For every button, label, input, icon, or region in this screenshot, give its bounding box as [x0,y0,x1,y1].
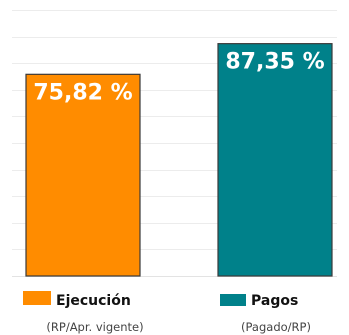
legend-label-ejecucion: Ejecución [56,293,131,309]
data-label-pagos: 87,35 % [225,50,324,75]
bar-pagos [217,43,333,277]
bars [25,43,333,277]
legend: Ejecución (RP/Apr. vigente) Pagos (Pagado/R… [23,291,311,334]
legend-sublabel-ejecucion: (RP/Apr. vigente) [46,320,143,334]
data-labels: 75,82 % 87,35 % [33,50,324,106]
legend-swatch-ejecucion [23,291,51,305]
legend-label-pagos: Pagos [251,293,298,309]
bar-ejecucion [25,73,141,277]
legend-swatch-pagos [220,294,246,306]
data-label-ejecucion: 75,82 % [33,80,132,105]
legend-sublabel-pagos: (Pagado/RP) [241,320,311,334]
